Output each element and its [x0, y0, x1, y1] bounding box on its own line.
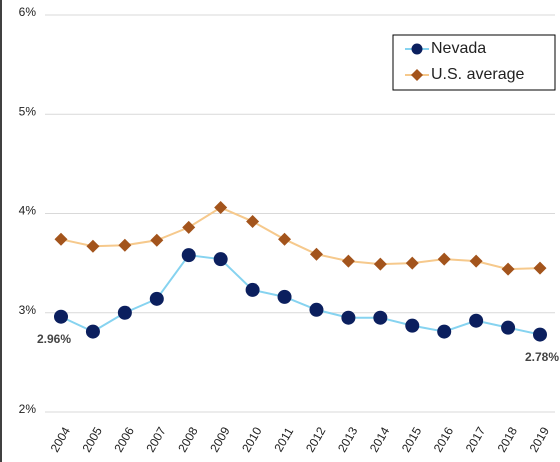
legend-marker [411, 43, 423, 55]
x-tick-label: 2018 [495, 424, 521, 454]
data-label: 2.96% [37, 332, 71, 346]
data-point [118, 238, 132, 252]
y-tick-label: 3% [19, 303, 37, 317]
x-tick-label: 2004 [48, 424, 74, 454]
x-tick-label: 2015 [399, 424, 425, 454]
y-tick-label: 4% [19, 204, 37, 218]
x-tick-label: 2007 [143, 424, 169, 454]
y-tick-label: 2% [19, 402, 37, 416]
data-point [309, 302, 324, 317]
data-point [405, 256, 419, 270]
x-tick-label: 2005 [79, 424, 105, 454]
series-line [60, 254, 541, 336]
x-tick-label: 2014 [367, 424, 393, 454]
data-point [278, 232, 292, 246]
data-point [437, 324, 452, 339]
data-point [245, 282, 260, 297]
data-point [501, 262, 515, 276]
x-tick-label: 2011 [271, 425, 296, 455]
x-tick-label: 2010 [239, 424, 265, 454]
data-point [150, 233, 164, 247]
data-point [533, 327, 547, 342]
data-point [341, 310, 356, 325]
data-point [405, 318, 420, 333]
data-point [86, 239, 100, 253]
data-point [214, 201, 228, 215]
data-point [277, 289, 292, 304]
data-point [533, 261, 547, 275]
x-tick-label: 2019 [527, 424, 553, 454]
data-point [437, 252, 451, 266]
data-label: 2.78% [525, 350, 559, 364]
x-tick-label: 2008 [175, 424, 201, 454]
x-tick-label: 2017 [463, 424, 489, 454]
data-point [85, 324, 100, 339]
legend-label: U.S. average [431, 66, 524, 83]
data-point [309, 247, 323, 261]
data-point [373, 310, 388, 325]
data-point [54, 232, 68, 246]
data-point [54, 309, 68, 324]
y-tick-label: 5% [19, 104, 37, 118]
data-point [246, 214, 260, 228]
data-point [182, 220, 196, 234]
x-tick-label: 2009 [207, 424, 233, 454]
data-point [501, 320, 516, 335]
legend-marker [411, 69, 423, 81]
data-point [373, 257, 387, 271]
data-point [469, 313, 484, 328]
x-tick-label: 2006 [111, 424, 137, 454]
x-tick-label: 2016 [431, 424, 457, 454]
legend-box [392, 34, 556, 91]
x-tick-label: 2012 [303, 424, 329, 454]
data-point [117, 305, 132, 320]
series-line [60, 206, 541, 271]
data-point [181, 248, 196, 263]
data-point [469, 254, 483, 268]
data-point [149, 291, 164, 306]
legend-label: Nevada [431, 40, 486, 57]
y-tick-label: 6% [19, 5, 37, 19]
data-point [213, 252, 228, 267]
legend: Nevada U.S. average [392, 34, 556, 91]
x-tick-label: 2013 [335, 424, 361, 454]
data-point [341, 254, 355, 268]
